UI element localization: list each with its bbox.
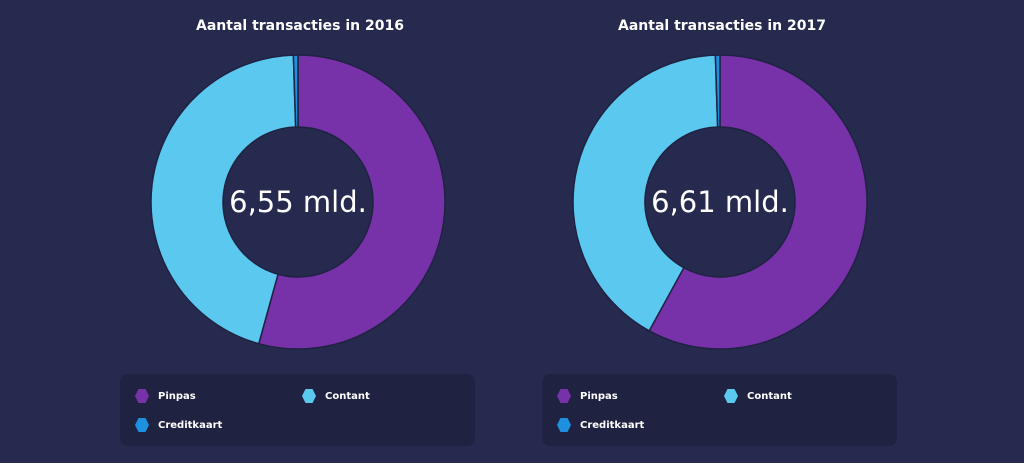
legend: Pinpas Contant Creditkaart [120, 374, 475, 446]
chart-title: Aantal transacties in 2017 [618, 18, 826, 34]
slice-contant[interactable] [572, 54, 719, 332]
legend-item-pinpas[interactable]: Pinpas [135, 389, 196, 403]
hexagon-icon [135, 389, 149, 403]
donut: 6,55 mld. [150, 54, 446, 350]
legend-label: Pinpas [158, 390, 196, 402]
slice-contant[interactable] [150, 54, 297, 345]
legend-label: Contant [747, 390, 792, 402]
legend-item-pinpas[interactable]: Pinpas [557, 389, 618, 403]
legend-item-contant[interactable]: Contant [724, 389, 792, 403]
legend-label: Pinpas [580, 390, 618, 402]
center-total-label: 6,61 mld. [651, 185, 789, 219]
legend-label: Creditkaart [158, 419, 223, 431]
hexagon-icon [302, 389, 316, 403]
center-total-label: 6,55 mld. [229, 185, 367, 219]
hexagon-icon [557, 389, 571, 403]
legend-label: Contant [325, 390, 370, 402]
hexagon-icon [135, 418, 149, 432]
slice-pinpas[interactable] [257, 54, 446, 350]
legend-label: Creditkaart [580, 419, 645, 431]
hexagon-icon [724, 389, 738, 403]
donut: 6,61 mld. [572, 54, 868, 350]
slice-creditkaart[interactable] [292, 54, 299, 128]
chart-title: Aantal transacties in 2016 [196, 18, 404, 34]
slice-pinpas[interactable] [648, 54, 868, 350]
legend-item-creditkaart[interactable]: Creditkaart [135, 418, 222, 432]
legend: Pinpas Contant Creditkaart [542, 374, 897, 446]
legend-item-creditkaart[interactable]: Creditkaart [557, 418, 644, 432]
chart-2016: Aantal transacties in 2016 6,55 mld. Pin… [90, 0, 510, 463]
legend-item-contant[interactable]: Contant [302, 389, 370, 403]
slice-creditkaart[interactable] [714, 54, 721, 128]
chart-2017: Aantal transacties in 2017 6,61 mld. Pin… [512, 0, 932, 463]
hexagon-icon [557, 418, 571, 432]
